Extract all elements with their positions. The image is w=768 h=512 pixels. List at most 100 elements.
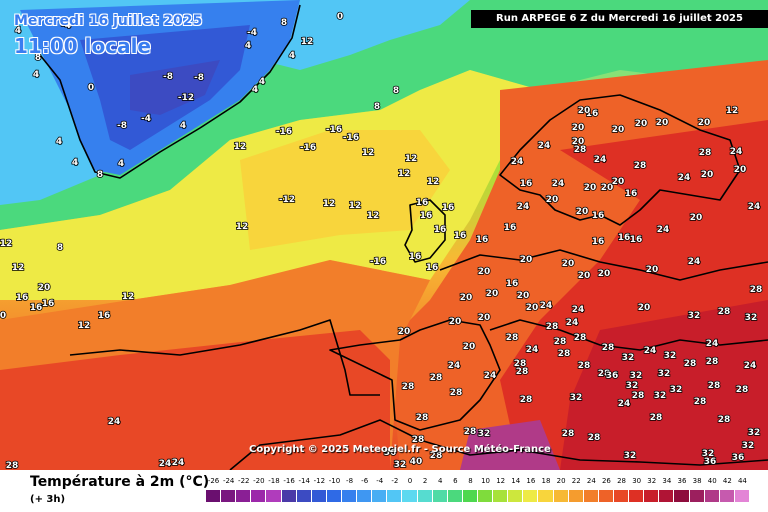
temperature-label: 20 — [562, 259, 575, 269]
legend-swatch — [613, 490, 630, 502]
legend-scale-label: 4 — [437, 477, 443, 485]
temperature-label: 12 — [427, 177, 440, 187]
temperature-label: 4 — [252, 85, 258, 95]
temperature-label: 24 — [526, 345, 539, 355]
time-title: 11:00 locale — [14, 34, 151, 58]
legend-swatch — [598, 490, 614, 502]
temperature-zone-mild-inner — [240, 130, 450, 250]
legend-swatch — [659, 490, 675, 502]
temperature-label: 24 — [540, 301, 553, 311]
legend-scale-label: 8 — [468, 477, 473, 485]
temperature-label: 24 — [538, 141, 551, 151]
temperature-label: 20 — [38, 283, 51, 293]
temperature-label: 24 — [511, 157, 524, 167]
temperature-label: 20 — [646, 265, 659, 275]
temperature-label: 24 — [517, 202, 530, 212]
temperature-label: 16 — [504, 223, 517, 233]
legend-footer: Température à 2m (°C) (+ 3h) -26 -24 -22 -2… — [0, 470, 768, 512]
temperature-label: 24 — [484, 371, 497, 381]
temperature-label: 12 — [398, 169, 411, 179]
legend-swatch — [311, 490, 327, 502]
temperature-label: 28 — [516, 367, 529, 377]
temperature-label: 16 — [476, 235, 489, 245]
temperature-label: 32 — [742, 441, 755, 451]
africa-coast — [229, 419, 768, 470]
greenland-coast — [39, 4, 301, 179]
legend-swatch — [447, 490, 463, 502]
legend-swatch — [704, 490, 720, 502]
temperature-label: 24 — [594, 155, 607, 165]
temperature-label: 28 — [514, 359, 527, 369]
mediterranean-coast — [489, 319, 768, 351]
temperature-zone-veryhot — [560, 300, 768, 470]
temperature-label: 28 — [464, 427, 477, 437]
legend-swatch — [629, 490, 645, 502]
legend-swatch — [281, 490, 297, 502]
temperature-label: 32 — [478, 429, 491, 439]
temperature-label: 20 — [486, 289, 499, 299]
legend-scale-label: 40 — [707, 477, 717, 485]
temperature-label: 28 — [520, 395, 533, 405]
legend-scale-label: 16 — [526, 477, 536, 485]
temperature-label: 20 — [656, 118, 669, 128]
temperature-label: 24 — [657, 225, 670, 235]
temperature-label: -8 — [163, 72, 173, 82]
temperature-label: 20 — [734, 165, 747, 175]
temperature-label: 8 — [35, 53, 41, 63]
legend-swatch — [493, 490, 509, 502]
temperature-label: 12 — [367, 211, 380, 221]
legend-subtitle: (+ 3h) — [30, 494, 66, 505]
legend-swatch — [508, 490, 524, 502]
temperature-label: 16 — [520, 179, 533, 189]
temperature-label: 28 — [718, 415, 731, 425]
temperature-label: 16 — [98, 311, 111, 321]
legend-swatch — [251, 490, 267, 502]
temperature-label: -16 — [276, 127, 292, 137]
temperature-label: 24 — [618, 399, 631, 409]
legend-scale-label: -20 — [253, 477, 265, 485]
temperature-label: -16 — [326, 125, 342, 135]
temperature-label: 24 — [730, 147, 743, 157]
temperature-label: 16 — [592, 211, 605, 221]
copyright-text: Copyright © 2025 Meteociel.fr - Source M… — [249, 444, 551, 455]
temperature-label: 16 — [16, 293, 29, 303]
temperature-label: 20 — [690, 213, 703, 223]
temperature-label: 4 — [118, 159, 124, 169]
legend-swatch — [402, 490, 418, 502]
temperature-label: 12 — [301, 37, 314, 47]
temperature-label: 28 — [578, 361, 591, 371]
temperature-label: 8 — [97, 170, 103, 180]
legend-swatch — [221, 490, 237, 502]
temperature-label: -12 — [178, 93, 194, 103]
temperature-label: 20 — [578, 271, 591, 281]
temperature-label: 4 — [245, 41, 251, 51]
temperature-label: 4 — [15, 26, 21, 36]
temperature-label: 24 — [572, 305, 585, 315]
legend-swatch — [734, 490, 750, 502]
scandinavia-coast — [499, 94, 741, 226]
temperature-label: 12 — [323, 199, 336, 209]
temperature-label: 16 — [30, 303, 43, 313]
temperature-label: 12 — [122, 292, 135, 302]
temperature-label: 24 — [688, 257, 701, 267]
legend-swatch — [553, 490, 569, 502]
temperature-label: 28 — [554, 337, 567, 347]
temperature-label: 28 — [450, 388, 463, 398]
temperature-label: 24 — [706, 339, 719, 349]
temperature-label: 8 — [281, 18, 287, 28]
temperature-label: 12 — [0, 239, 12, 249]
temperature-label: 8 — [393, 86, 399, 96]
legend-scale-label: 2 — [422, 477, 428, 485]
temperature-label: 12 — [234, 142, 247, 152]
legend-scale-label: 44 — [737, 477, 747, 485]
temperature-label: 12 — [726, 106, 739, 116]
temperature-label: 28 — [402, 382, 415, 392]
legend-scale-label: -4 — [376, 477, 384, 485]
legend-scale-label: -6 — [361, 477, 369, 485]
legend-title: Température à 2m (°C) — [30, 474, 210, 490]
temperature-label: 28 — [416, 413, 429, 423]
temperature-label: 28 — [574, 333, 587, 343]
legend-swatch — [432, 490, 448, 502]
temperature-label: 20 — [478, 313, 491, 323]
temperature-label: 28 — [602, 343, 615, 353]
